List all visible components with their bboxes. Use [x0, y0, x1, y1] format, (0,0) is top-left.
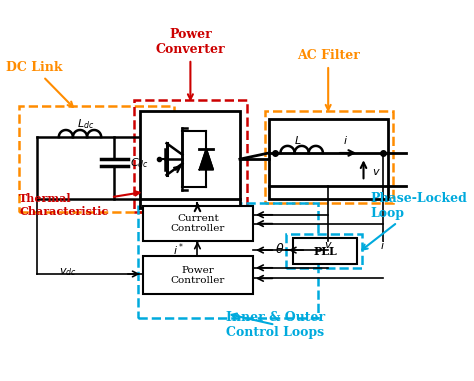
Text: $L_{dc}$: $L_{dc}$	[77, 117, 94, 131]
Text: Thermal
Characteristic: Thermal Characteristic	[19, 191, 139, 217]
FancyBboxPatch shape	[293, 238, 357, 264]
Text: Power
Converter: Power Converter	[155, 28, 225, 99]
Text: $v_{dc}$: $v_{dc}$	[59, 266, 76, 278]
FancyBboxPatch shape	[143, 256, 253, 294]
FancyBboxPatch shape	[269, 119, 388, 199]
Text: Current
Controller: Current Controller	[171, 214, 225, 233]
Text: $L$: $L$	[293, 134, 301, 146]
Text: $\theta$: $\theta$	[275, 242, 284, 256]
Text: PLL: PLL	[313, 245, 337, 256]
Text: $i$: $i$	[343, 134, 348, 146]
Text: $v$: $v$	[373, 167, 381, 178]
Text: Power
Controller: Power Controller	[171, 266, 225, 285]
FancyBboxPatch shape	[140, 110, 240, 208]
Text: DC Link: DC Link	[6, 61, 73, 107]
Text: $i^*$: $i^*$	[173, 242, 183, 258]
Text: AC Filter: AC Filter	[297, 50, 360, 110]
Polygon shape	[199, 149, 213, 170]
FancyBboxPatch shape	[143, 206, 253, 241]
Text: $i$: $i$	[381, 239, 385, 251]
Text: Phase-Locked
Loop: Phase-Locked Loop	[362, 192, 467, 250]
Text: $v$: $v$	[324, 240, 333, 250]
Text: Inner & Outer
Control Loops: Inner & Outer Control Loops	[226, 311, 325, 339]
Text: $C_{dc}$: $C_{dc}$	[130, 156, 149, 170]
